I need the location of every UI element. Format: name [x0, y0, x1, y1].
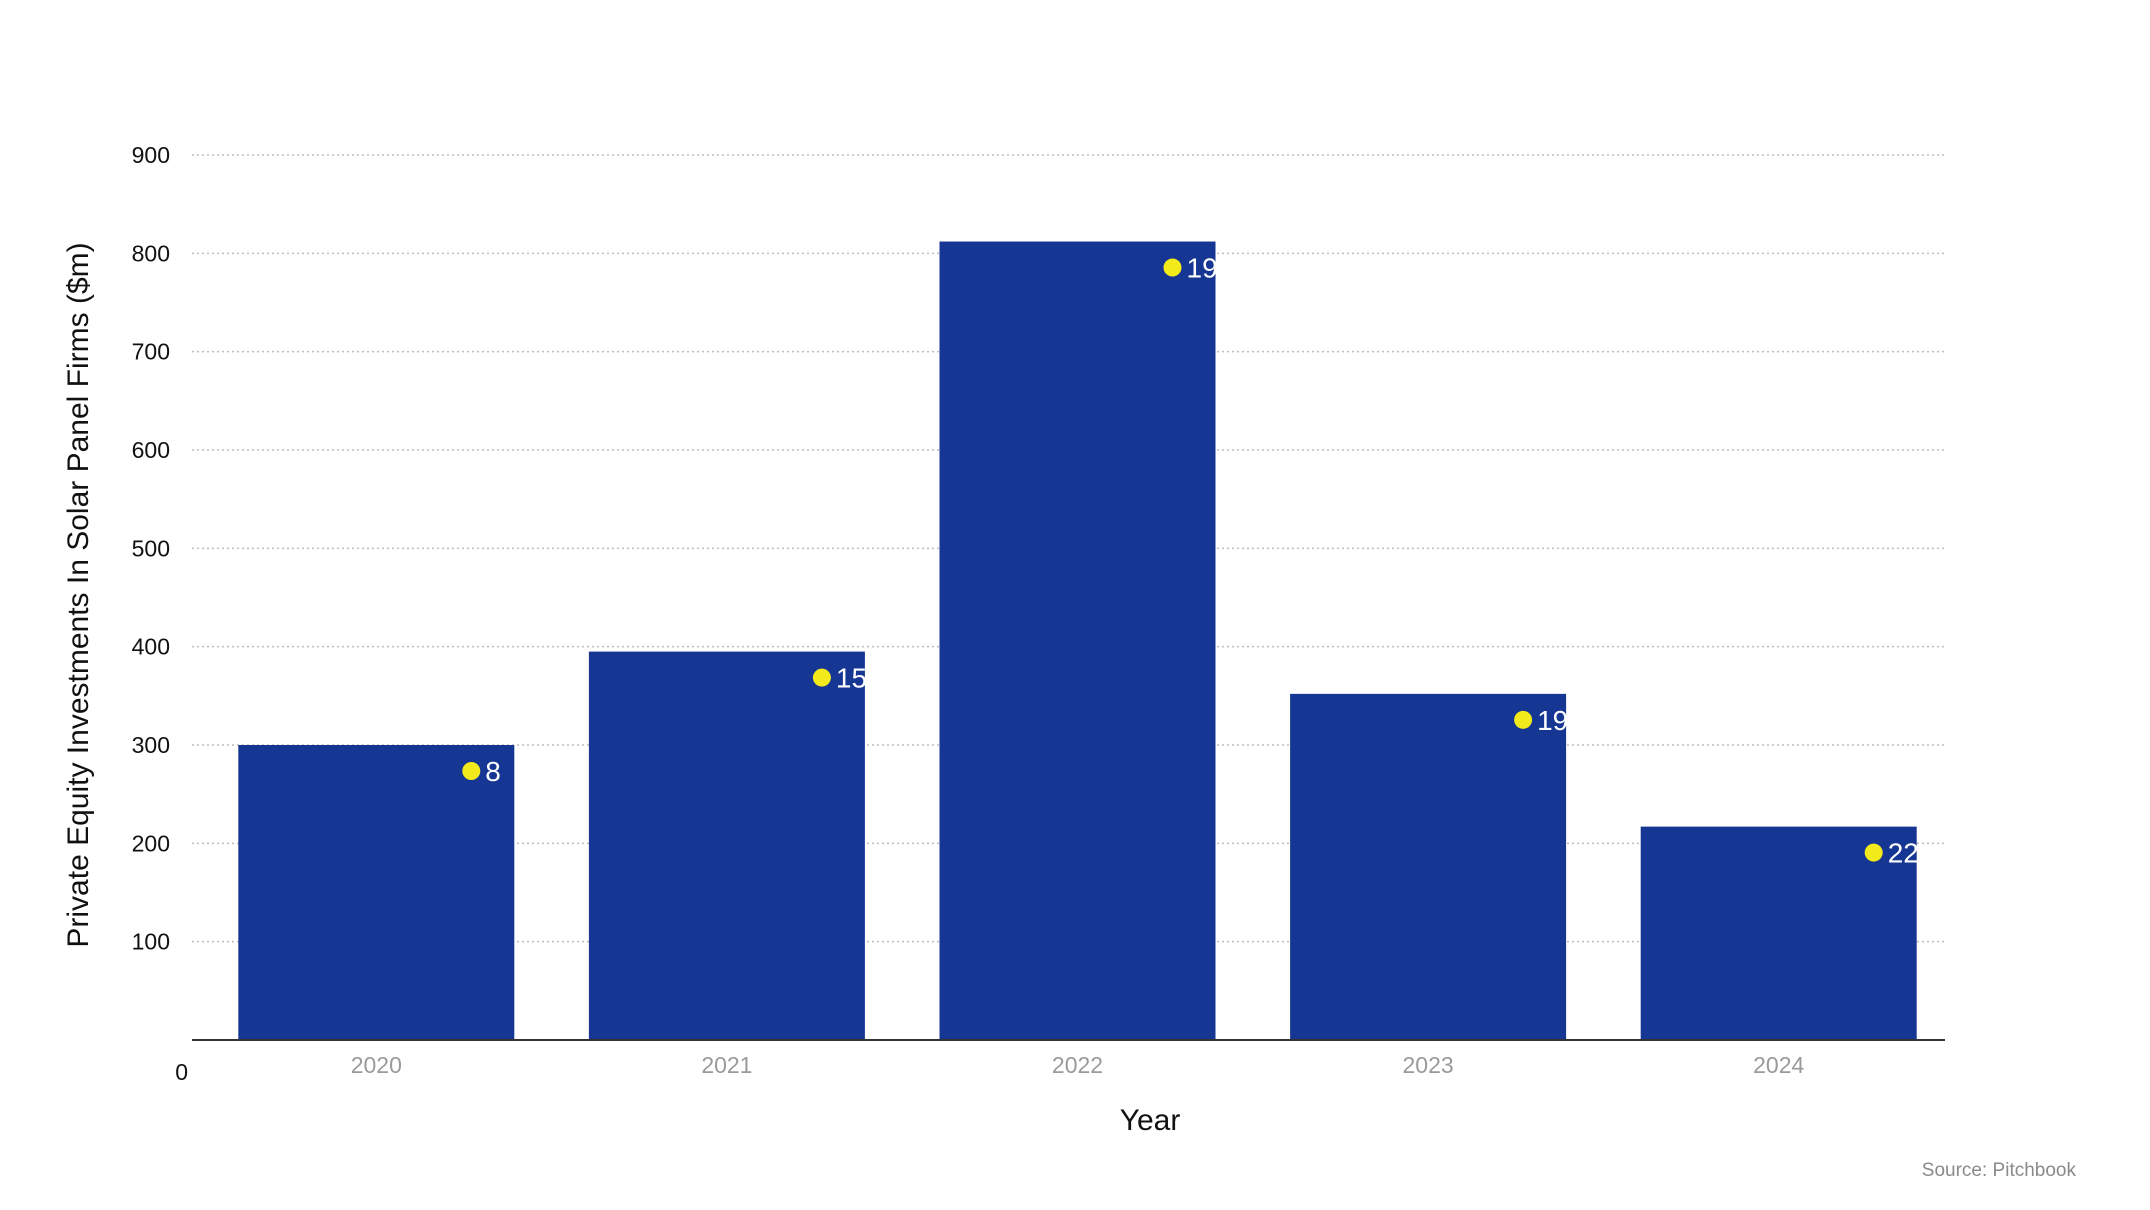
x-tick-label-2023: 2023: [1403, 1052, 1454, 1078]
bar-2021: [588, 651, 865, 1040]
y-tick-label-200: 200: [132, 830, 170, 856]
y-tick-label-300: 300: [132, 732, 170, 758]
deal-count-marker-2024: [1864, 843, 1883, 862]
x-tick-label-2022: 2022: [1052, 1052, 1103, 1078]
deal-count-label-2020: 8: [485, 756, 501, 787]
deal-count-label-2024: 22: [1888, 838, 1919, 869]
y-tick-label-600: 600: [132, 437, 170, 463]
deal-count-label-2021: 15: [836, 663, 867, 694]
bar-2020: [238, 745, 515, 1040]
y-tick-label-0: 0: [175, 1059, 188, 1085]
y-tick-label-700: 700: [132, 339, 170, 365]
x-tick-label-2020: 2020: [351, 1052, 402, 1078]
x-tick-label-2021: 2021: [701, 1052, 752, 1078]
y-tick-label-800: 800: [132, 240, 170, 266]
x-axis-title: Year: [1120, 1104, 1181, 1137]
deal-count-marker-2020: [462, 762, 481, 780]
labels: 0 100 200 300 400 500 600 700 800 900 2020 8 2021 15 2…: [132, 142, 1919, 1085]
y-tick-label-400: 400: [132, 634, 170, 660]
bars: [238, 241, 1917, 1041]
bar-2023: [1290, 693, 1567, 1040]
deal-count-marker-2022: [1163, 258, 1182, 277]
bar-2024: [1640, 826, 1917, 1040]
deal-count-marker-2021: [812, 668, 831, 687]
deal-count-label-2023: 19: [1537, 705, 1568, 736]
y-tick-label-100: 100: [132, 929, 170, 955]
y-axis-title: Private Equity Investments In Solar Pane…: [62, 242, 95, 947]
y-tick-label-500: 500: [132, 535, 170, 561]
x-tick-label-2024: 2024: [1753, 1052, 1804, 1078]
deal-count-marker-2023: [1514, 710, 1533, 729]
bar-2022: [939, 241, 1216, 1041]
source-note: Source: Pitchbook: [1921, 1160, 2076, 1181]
deal-count-label-2022: 19: [1187, 253, 1218, 284]
y-tick-label-900: 900: [132, 142, 170, 168]
